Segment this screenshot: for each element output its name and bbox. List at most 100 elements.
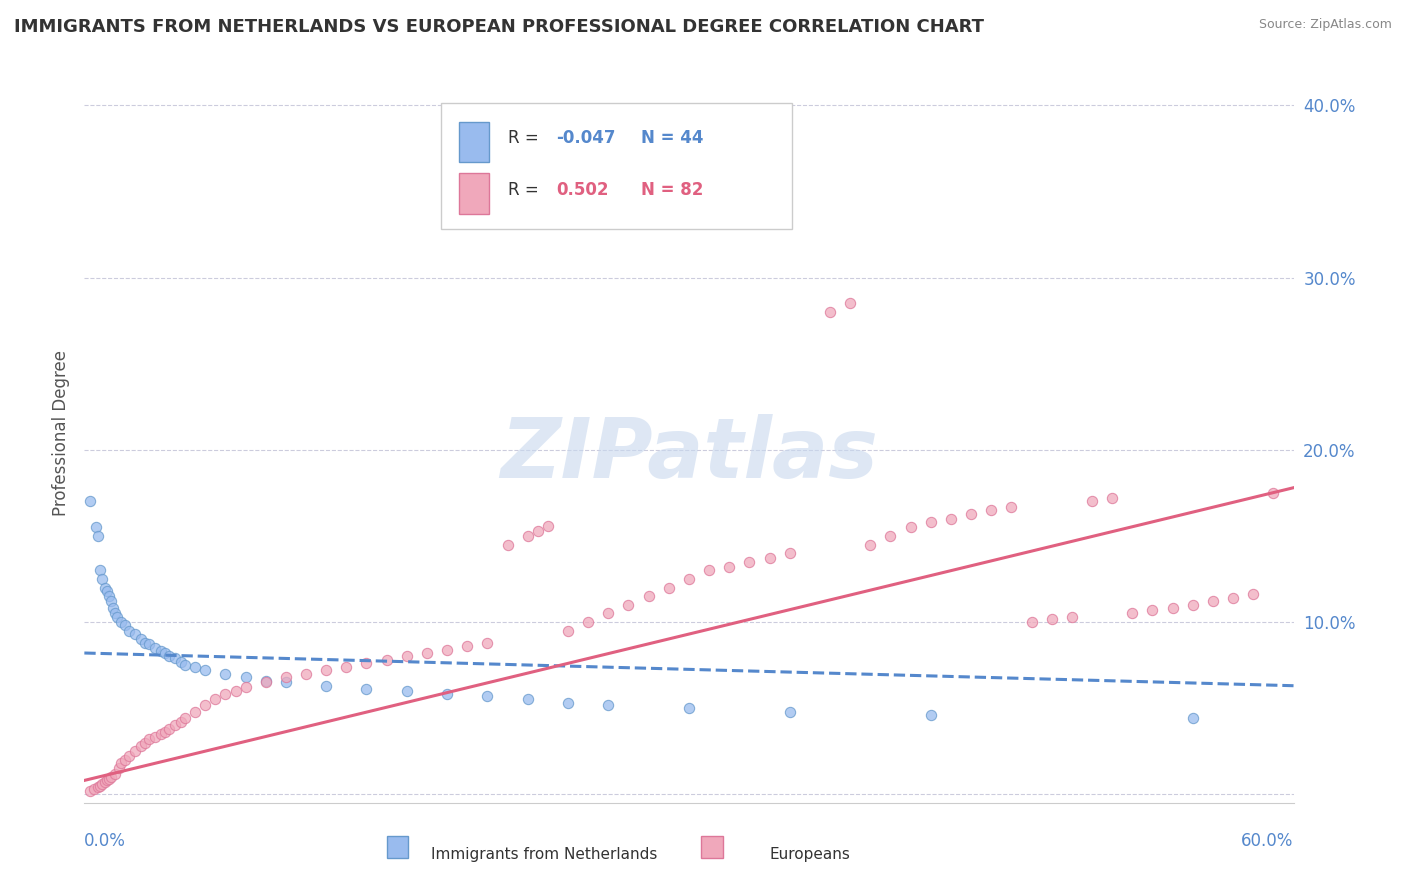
Point: [436, 687, 458, 701]
Point: [1181, 711, 1204, 725]
Point: [356, 682, 378, 697]
Text: Immigrants from Netherlands: Immigrants from Netherlands: [430, 847, 657, 863]
Point: [225, 684, 247, 698]
Point: [174, 658, 197, 673]
Point: [598, 698, 620, 712]
Point: [118, 749, 141, 764]
Point: [598, 607, 620, 621]
Point: [194, 663, 217, 677]
Point: [104, 766, 127, 780]
Point: [839, 296, 862, 310]
Point: [170, 714, 193, 729]
Point: [157, 649, 180, 664]
Point: [557, 696, 579, 710]
Point: [576, 615, 599, 629]
Point: [416, 646, 439, 660]
Point: [960, 507, 983, 521]
Text: N = 82: N = 82: [641, 181, 703, 199]
Point: [134, 735, 156, 749]
Point: [153, 646, 176, 660]
Point: [174, 711, 197, 725]
Point: [395, 684, 418, 698]
Bar: [387, 836, 408, 858]
Point: [93, 581, 115, 595]
Point: [204, 692, 226, 706]
Point: [138, 637, 160, 651]
Point: [779, 546, 801, 560]
Point: [79, 494, 101, 508]
Point: [920, 515, 942, 529]
Point: [274, 675, 297, 690]
Point: [87, 780, 110, 795]
Point: [114, 753, 136, 767]
FancyBboxPatch shape: [441, 103, 792, 229]
Point: [1263, 486, 1285, 500]
Point: [170, 655, 193, 669]
Point: [104, 607, 127, 621]
Point: [295, 666, 318, 681]
Point: [129, 632, 152, 647]
Point: [110, 615, 132, 629]
Point: [91, 572, 114, 586]
Text: N = 44: N = 44: [641, 129, 703, 147]
Point: [678, 572, 700, 586]
Point: [516, 529, 538, 543]
Point: [89, 563, 111, 577]
Point: [118, 624, 141, 638]
Point: [97, 772, 120, 786]
Point: [1040, 611, 1063, 625]
Point: [93, 775, 115, 789]
Text: 0.502: 0.502: [555, 181, 609, 199]
Point: [83, 782, 105, 797]
Point: [1161, 601, 1184, 615]
Point: [617, 598, 640, 612]
Point: [97, 589, 120, 603]
Point: [91, 777, 114, 791]
Point: [129, 739, 152, 753]
Point: [939, 512, 962, 526]
Point: [105, 610, 128, 624]
Point: [1060, 610, 1083, 624]
Text: R =: R =: [508, 129, 544, 147]
Point: [114, 618, 136, 632]
Text: Source: ZipAtlas.com: Source: ZipAtlas.com: [1258, 18, 1392, 31]
Point: [1202, 594, 1225, 608]
Point: [138, 732, 160, 747]
Point: [100, 770, 122, 784]
Y-axis label: Professional Degree: Professional Degree: [52, 350, 70, 516]
Point: [165, 651, 187, 665]
Point: [184, 660, 207, 674]
Point: [557, 624, 579, 638]
Text: -0.047: -0.047: [555, 129, 616, 147]
Point: [101, 601, 124, 615]
Point: [1000, 500, 1022, 514]
Point: [214, 687, 236, 701]
Point: [1142, 603, 1164, 617]
Point: [124, 744, 146, 758]
Point: [194, 698, 217, 712]
Point: [859, 537, 882, 551]
Point: [79, 783, 101, 797]
Point: [697, 563, 720, 577]
Point: [153, 725, 176, 739]
Point: [395, 649, 418, 664]
Text: R =: R =: [508, 181, 544, 199]
Point: [779, 705, 801, 719]
Point: [143, 731, 166, 745]
Point: [274, 670, 297, 684]
Text: ZIPatlas: ZIPatlas: [501, 414, 877, 495]
Point: [758, 551, 780, 566]
Text: IMMIGRANTS FROM NETHERLANDS VS EUROPEAN PROFESSIONAL DEGREE CORRELATION CHART: IMMIGRANTS FROM NETHERLANDS VS EUROPEAN …: [14, 18, 984, 36]
Point: [658, 581, 681, 595]
Point: [1121, 607, 1143, 621]
Point: [214, 666, 236, 681]
Point: [149, 727, 172, 741]
Point: [110, 756, 132, 771]
Point: [157, 722, 180, 736]
Point: [718, 560, 741, 574]
Point: [87, 529, 110, 543]
Point: [100, 594, 122, 608]
Point: [477, 635, 499, 649]
Point: [1081, 494, 1104, 508]
Point: [375, 653, 398, 667]
